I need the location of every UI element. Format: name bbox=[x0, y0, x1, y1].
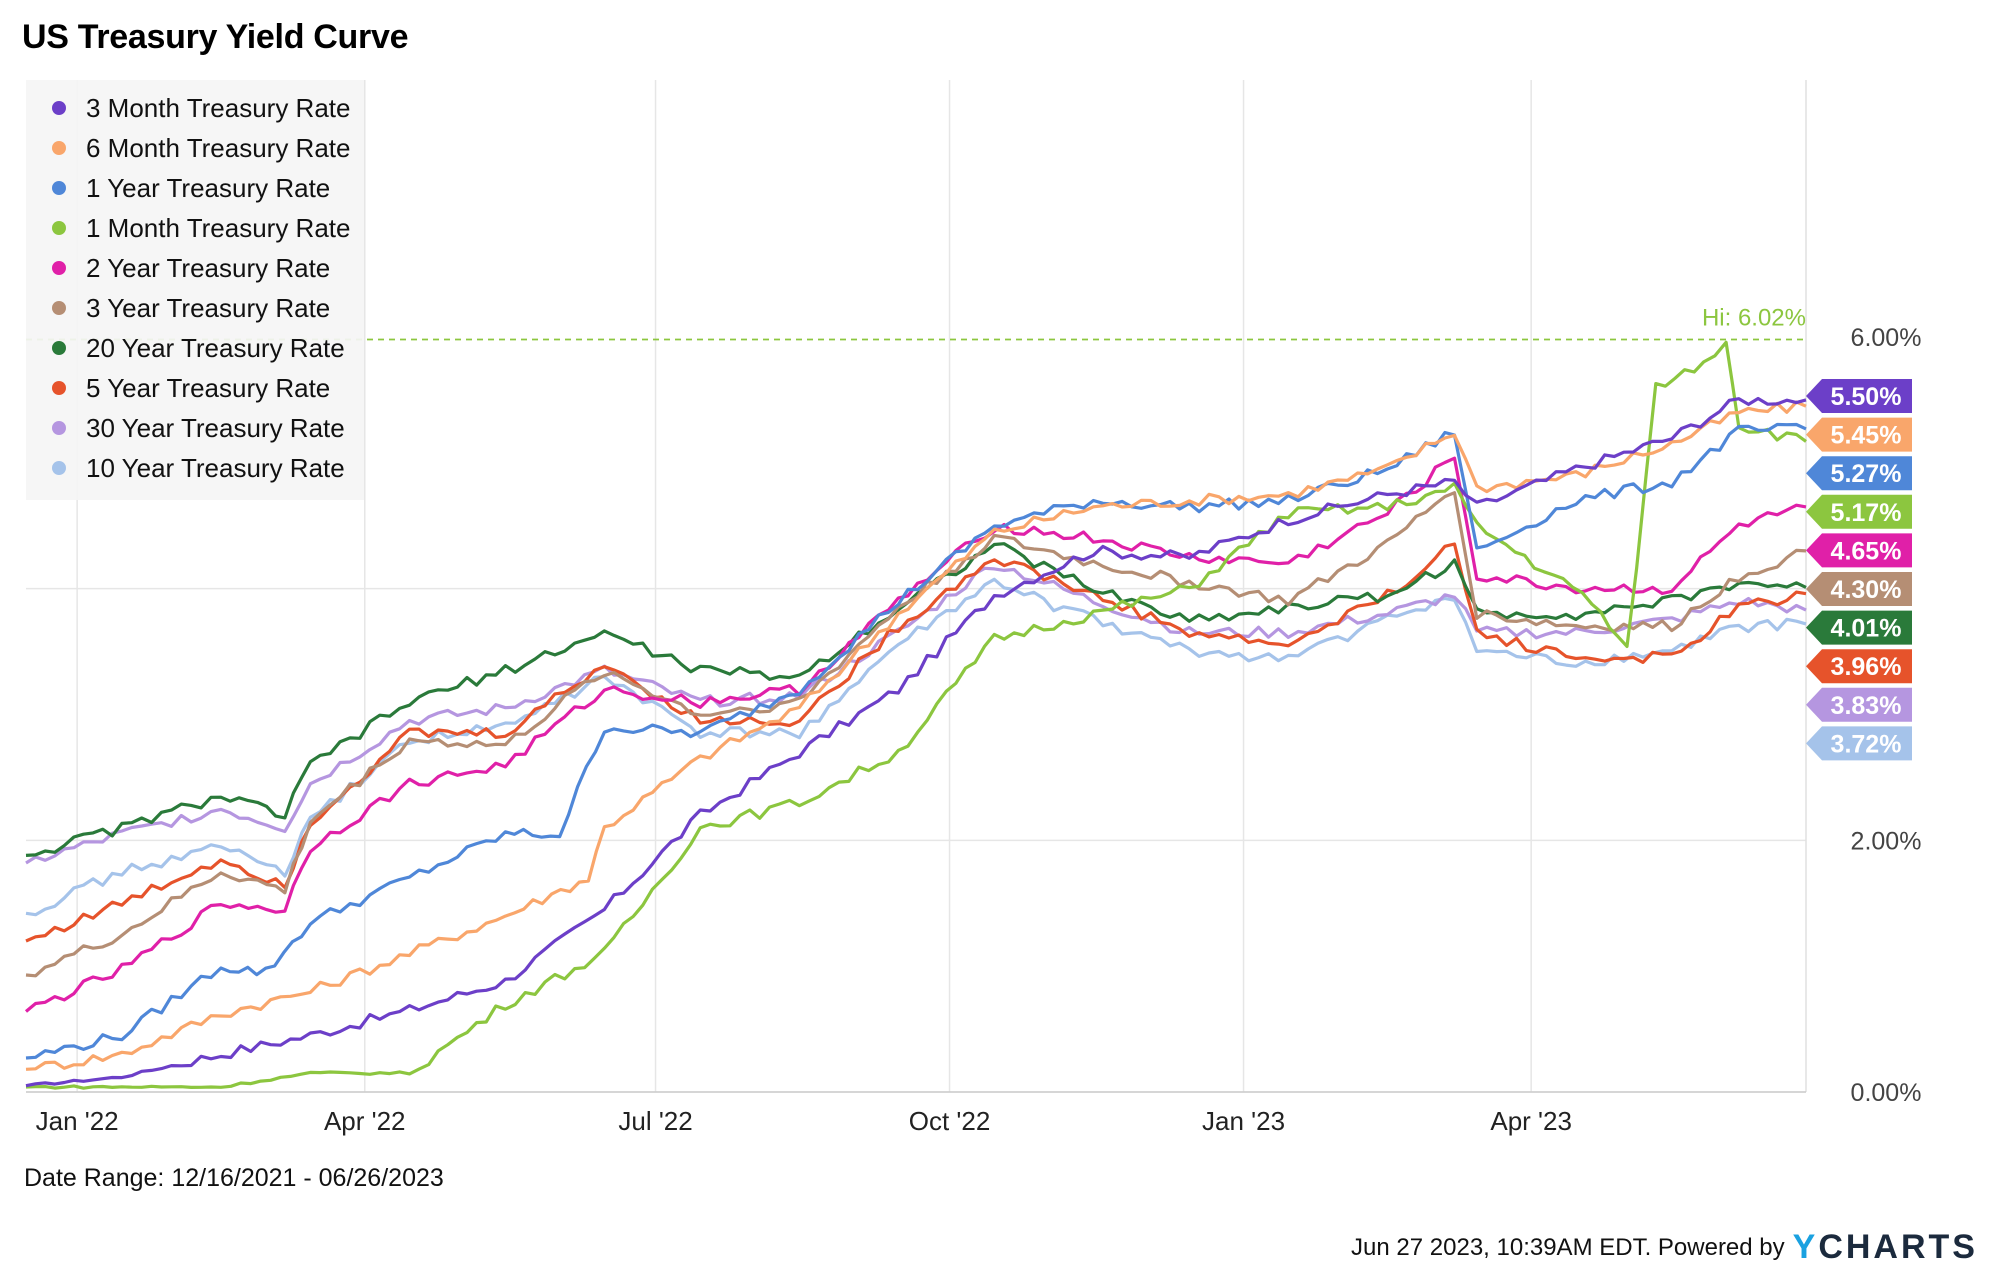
legend-item[interactable]: 1 Year Treasury Rate bbox=[26, 168, 330, 208]
x-tick-label: Oct '22 bbox=[909, 1106, 991, 1136]
axis-layer: Jan '22 Apr '22 Jul '22 Oct '22 Jan '23 Apr '… bbox=[26, 305, 1921, 1136]
y-tick-label: 0.00% bbox=[1851, 1079, 1922, 1107]
badge-shape bbox=[1806, 572, 1912, 606]
legend-label: 3 Month Treasury Rate bbox=[86, 92, 351, 123]
legend-dot-icon bbox=[52, 461, 66, 475]
badge-value: 3.72% bbox=[1831, 730, 1902, 758]
legend-label: 20 Year Treasury Rate bbox=[86, 332, 345, 363]
series-line-2 bbox=[25, 422, 1807, 1060]
legend-item[interactable]: 1 Month Treasury Rate bbox=[26, 208, 350, 248]
high-marker-label: Hi: 6.02% bbox=[1702, 305, 1806, 332]
badge-shape bbox=[1806, 533, 1912, 568]
y-tick-label: 2.00% bbox=[1851, 827, 1922, 855]
legend-item[interactable]: 20 Year Treasury Rate bbox=[26, 328, 345, 368]
series-line-9 bbox=[25, 577, 1807, 917]
ycharts-logo[interactable]: YCHARTS bbox=[1793, 1228, 1978, 1267]
badge-value: 4.30% bbox=[1831, 576, 1902, 604]
legend-dot-icon bbox=[52, 101, 66, 115]
legend-label: 2 Year Treasury Rate bbox=[86, 252, 331, 283]
series-line-7 bbox=[25, 542, 1807, 943]
legend-dot-icon bbox=[52, 261, 66, 275]
legend-dot-icon bbox=[52, 221, 66, 235]
ycharts-logo-rest: CHARTS bbox=[1818, 1228, 1978, 1266]
badge-value: 5.45% bbox=[1831, 422, 1902, 450]
series-line-8 bbox=[25, 566, 1807, 865]
series-line-0 bbox=[25, 396, 1807, 1088]
legend-dot-icon bbox=[52, 141, 66, 155]
series-line-1 bbox=[25, 400, 1807, 1071]
ycharts-logo-y: Y bbox=[1792, 1228, 1819, 1266]
badge-shape bbox=[1806, 687, 1912, 722]
last-value-badge: 5.45% bbox=[1806, 417, 1912, 452]
x-tick-label: Apr '22 bbox=[324, 1106, 406, 1136]
last-value-badge: 3.72% bbox=[1806, 726, 1912, 761]
legend-label: 10 Year Treasury Rate bbox=[86, 452, 345, 483]
last-value-badge: 4.30% bbox=[1806, 572, 1912, 606]
legend-item[interactable]: 10 Year Treasury Rate bbox=[26, 448, 345, 488]
series-layer bbox=[24, 340, 1807, 1090]
legend-dot-icon bbox=[52, 421, 66, 435]
x-tick-label: Apr '23 bbox=[1490, 1106, 1572, 1136]
badge-value: 5.27% bbox=[1831, 460, 1902, 488]
series-line-6 bbox=[25, 542, 1807, 857]
date-range-text: Date Range: 12/16/2021 - 06/26/2023 bbox=[24, 1164, 444, 1192]
x-tick-label: Jan '22 bbox=[36, 1106, 119, 1136]
legend-item[interactable]: 2 Year Treasury Rate bbox=[26, 248, 330, 288]
legend-item[interactable]: 3 Month Treasury Rate bbox=[26, 88, 350, 128]
legend-dot-icon bbox=[52, 341, 66, 355]
badge-shape bbox=[1806, 726, 1912, 761]
badge-shape bbox=[1806, 610, 1912, 645]
legend-dot-icon bbox=[52, 301, 66, 315]
last-value-badge: 5.50% bbox=[1806, 379, 1912, 413]
legend-label: 1 Year Treasury Rate bbox=[86, 172, 331, 203]
badge-value: 5.50% bbox=[1831, 383, 1902, 411]
last-value-badge: 4.01% bbox=[1806, 610, 1912, 645]
legend-label: 5 Year Treasury Rate bbox=[86, 372, 331, 403]
badge-shape bbox=[1806, 417, 1912, 452]
chart-title: US Treasury Yield Curve bbox=[22, 18, 409, 56]
legend-item[interactable]: 3 Year Treasury Rate bbox=[26, 288, 330, 328]
last-value-badge: 4.65% bbox=[1806, 533, 1912, 568]
last-value-badge: 3.83% bbox=[1806, 687, 1912, 722]
badge-shape bbox=[1806, 379, 1912, 413]
badge-shape bbox=[1806, 494, 1912, 529]
legend-item[interactable]: 30 Year Treasury Rate bbox=[26, 408, 345, 448]
badge-shape bbox=[1806, 456, 1912, 491]
legend[interactable]: 3 Month Treasury Rate 6 Month Treasury Ra… bbox=[26, 80, 364, 500]
last-value-badge: 3.96% bbox=[1806, 649, 1912, 684]
badge-layer: 5.50% 5.45% 5.27% 5.17% 4.65% 4.30% 4.01% 3.96%… bbox=[1806, 379, 1912, 761]
badge-value: 3.83% bbox=[1831, 692, 1902, 720]
series-line-5 bbox=[25, 491, 1807, 978]
legend-label: 30 Year Treasury Rate bbox=[86, 412, 345, 443]
legend-label: 6 Month Treasury Rate bbox=[86, 132, 351, 163]
badge-value: 3.96% bbox=[1831, 653, 1902, 681]
badge-value: 4.01% bbox=[1831, 615, 1902, 643]
last-value-badge: 5.17% bbox=[1806, 494, 1912, 529]
legend-dot-icon bbox=[52, 181, 66, 195]
legend-item[interactable]: 5 Year Treasury Rate bbox=[26, 368, 330, 408]
badge-value: 4.65% bbox=[1831, 537, 1902, 565]
legend-label: 3 Year Treasury Rate bbox=[86, 292, 331, 323]
legend-item[interactable]: 6 Month Treasury Rate bbox=[26, 128, 350, 168]
series-line-3 bbox=[25, 340, 1807, 1090]
timestamp-text: Jun 27 2023, 10:39AM EDT. Powered by bbox=[1351, 1233, 1785, 1261]
x-tick-label: Jan '23 bbox=[1202, 1106, 1285, 1136]
legend-label: 1 Month Treasury Rate bbox=[86, 212, 351, 243]
legend-dot-icon bbox=[52, 381, 66, 395]
last-value-badge: 5.27% bbox=[1806, 456, 1912, 491]
badge-shape bbox=[1806, 649, 1912, 684]
y-tick-label: 6.00% bbox=[1851, 324, 1922, 352]
footer-credit: Jun 27 2023, 10:39AM EDT. Powered by YCH… bbox=[1351, 1228, 1978, 1267]
badge-value: 5.17% bbox=[1831, 499, 1902, 527]
x-tick-label: Jul '22 bbox=[618, 1106, 692, 1136]
